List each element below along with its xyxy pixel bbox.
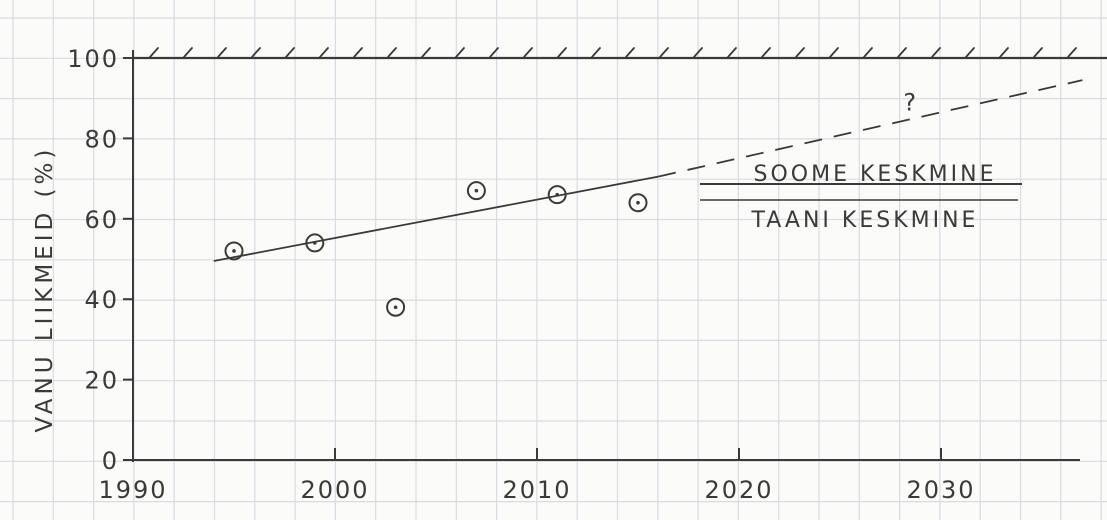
y-tick-label: 40 <box>84 286 119 314</box>
limit-hatch-mark <box>863 47 873 58</box>
limit-hatch-mark <box>693 47 703 58</box>
limit-hatch-mark <box>829 47 839 58</box>
x-tick-label: 2020 <box>704 476 773 504</box>
data-point-center <box>636 200 640 205</box>
data-point <box>628 193 648 213</box>
data-point <box>305 233 325 253</box>
y-tick-label: 0 <box>102 447 119 475</box>
limit-hatch-mark <box>727 47 737 58</box>
data-marks <box>213 79 1083 317</box>
y-tick-label: 80 <box>84 125 119 153</box>
trend-line-solid <box>213 175 659 262</box>
limit-hatch-mark <box>761 47 771 58</box>
y-tick-label: 100 <box>67 45 119 73</box>
data-point <box>224 241 244 261</box>
limit-hatch-mark <box>659 47 669 58</box>
limit-hatch-mark <box>217 47 227 58</box>
limit-hatch-mark <box>421 47 431 58</box>
data-point-center <box>393 305 398 310</box>
limit-hatch-mark <box>931 47 941 58</box>
limit-hatch-mark <box>319 47 329 58</box>
limit-hatch-mark <box>455 47 465 58</box>
data-point <box>386 297 406 317</box>
x-tick-label: 2030 <box>906 476 975 504</box>
limit-hatch-mark <box>625 47 635 58</box>
legend-denominator: TAANI KESKMINE <box>751 208 979 233</box>
limit-hatch-mark <box>897 47 907 58</box>
limit-hatch-mark <box>149 47 159 58</box>
data-point-center <box>313 241 317 245</box>
limit-hatch-mark <box>285 47 295 58</box>
y-tick-label: 60 <box>84 206 119 234</box>
limit-hatch-mark <box>795 47 805 58</box>
limit-hatch-mark <box>557 47 567 58</box>
limit-hatch-mark <box>353 47 363 58</box>
legend-numerator: SOOME KESKMINE <box>753 162 996 187</box>
x-tick-label: 1990 <box>98 476 167 504</box>
limit-hatch-mark <box>1067 47 1077 58</box>
tick-labels: 0 20 40 60 80 100 1990 2000 2010 2020 2030 VANU LII… <box>32 45 1022 504</box>
limit-hatch-mark <box>591 47 601 58</box>
limit-hatch-mark <box>489 47 499 58</box>
trend-line-dashed <box>658 79 1083 178</box>
limit-hatch-mark <box>183 47 193 58</box>
limit-hatch-mark <box>999 47 1009 58</box>
data-point-center <box>555 192 559 197</box>
data-point <box>466 181 486 201</box>
y-axis-label: VANU LIIKMEID (%) <box>32 146 58 433</box>
limit-hatch-mark <box>523 47 533 58</box>
x-tick-label: 2000 <box>300 476 369 504</box>
x-tick-label: 2010 <box>502 476 571 504</box>
data-point <box>547 185 567 205</box>
limit-hatch-mark <box>1033 47 1043 58</box>
data-point-center <box>232 249 236 253</box>
data-point-center <box>474 188 479 193</box>
limit-hatch-mark <box>965 47 975 58</box>
limit-hatch-mark <box>387 47 397 58</box>
limit-hatch-mark <box>251 47 261 58</box>
question-mark-annotation: ? <box>903 88 918 116</box>
y-tick-label: 20 <box>84 367 119 395</box>
axes <box>123 47 1107 462</box>
